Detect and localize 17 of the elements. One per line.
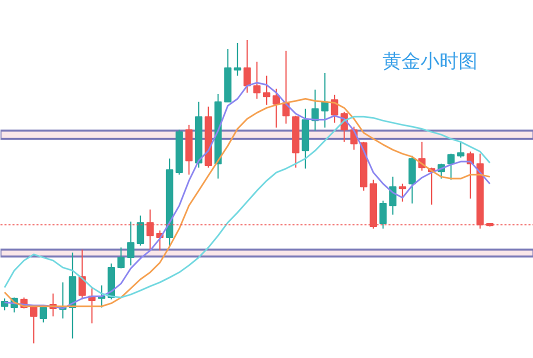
candlestick bbox=[379, 200, 387, 230]
candlestick bbox=[321, 72, 328, 128]
candlestick bbox=[78, 248, 86, 300]
candlestick bbox=[30, 306, 38, 344]
candlestick bbox=[262, 75, 270, 106]
candlestick bbox=[136, 215, 144, 246]
candlestick bbox=[398, 183, 406, 202]
candlestick bbox=[457, 141, 464, 158]
text: 黄金小时图 bbox=[382, 50, 478, 72]
candlestick bbox=[272, 88, 280, 128]
candlestick bbox=[127, 221, 134, 266]
candlestick bbox=[389, 176, 396, 216]
candlestick bbox=[447, 153, 455, 180]
candlestick bbox=[244, 39, 251, 94]
candlestick bbox=[117, 246, 125, 269]
candlestick bbox=[253, 61, 261, 100]
candlestick bbox=[234, 42, 242, 76]
